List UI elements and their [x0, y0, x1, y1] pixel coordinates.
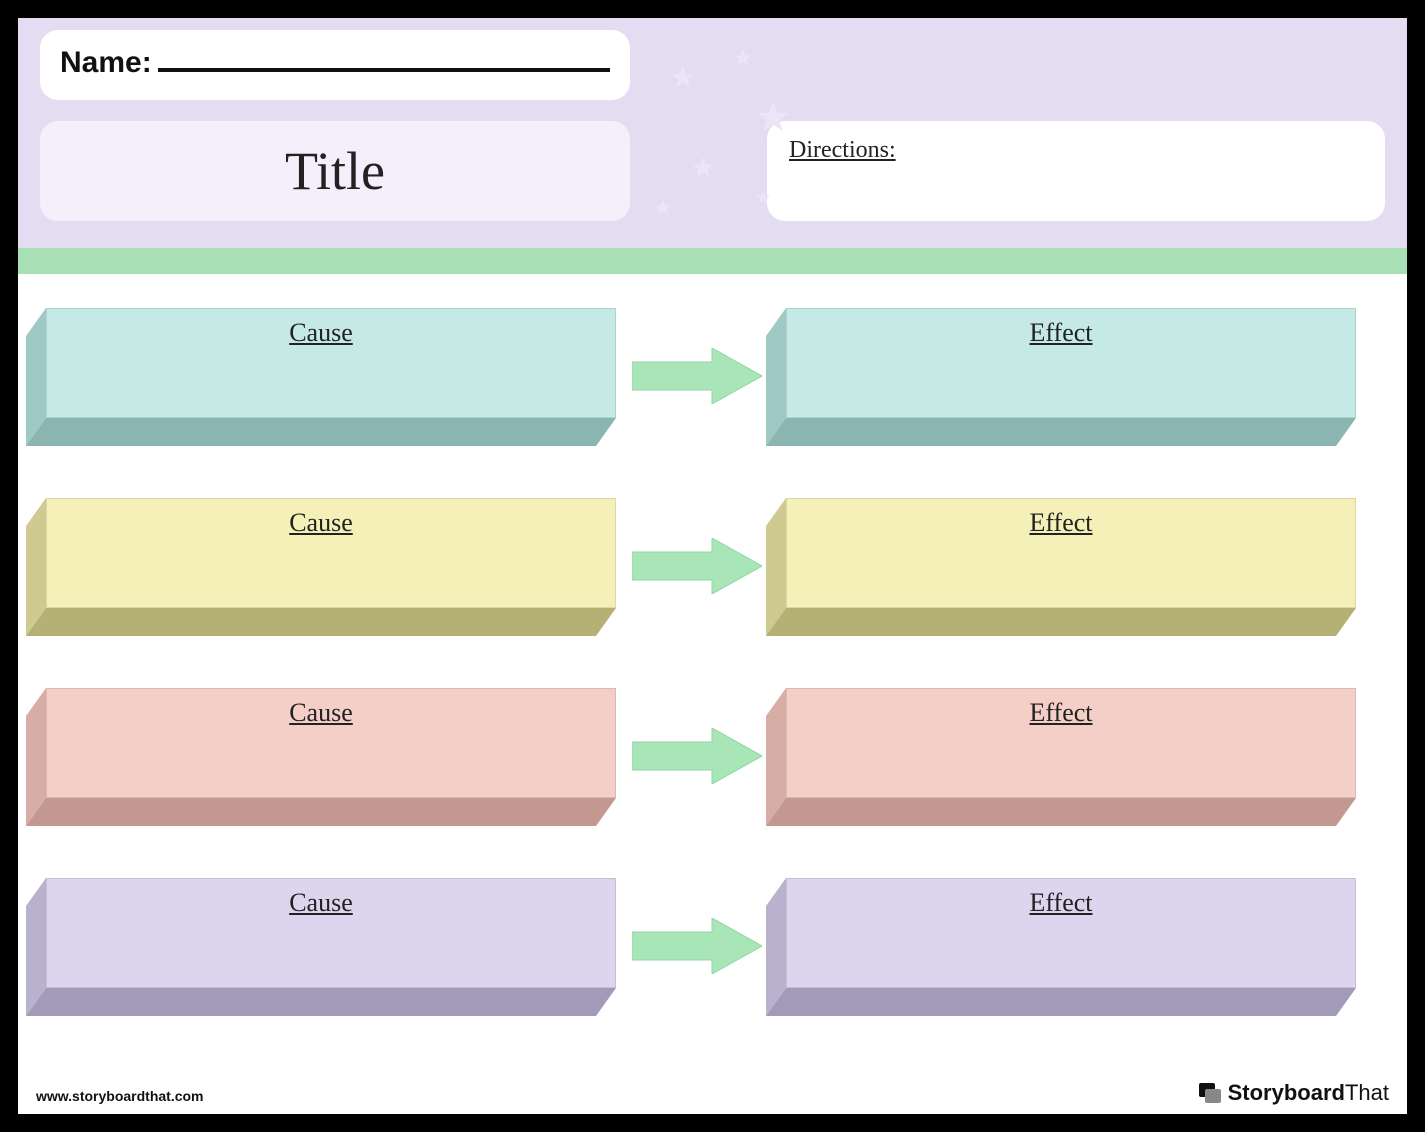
- directions-box[interactable]: Directions:: [767, 121, 1385, 221]
- brand-light: That: [1345, 1080, 1389, 1105]
- arrow-icon: [632, 918, 762, 974]
- worksheet-page: Name: Title Directions: Cause Effect Caus…: [18, 18, 1407, 1114]
- footer-brand: StoryboardThat: [1198, 1080, 1389, 1106]
- arrow-icon: [632, 348, 762, 404]
- cause-label: Cause: [26, 318, 616, 348]
- cause-label: Cause: [26, 698, 616, 728]
- rows-area: Cause Effect Cause Effect Cause Effect Caus…: [26, 308, 1399, 1064]
- header: Name: Title Directions:: [18, 18, 1407, 248]
- directions-label: Directions:: [789, 137, 896, 163]
- cause-block[interactable]: Cause: [26, 688, 616, 828]
- cause-effect-row: Cause Effect: [26, 688, 1399, 828]
- name-field-box[interactable]: Name:: [40, 30, 630, 100]
- name-input-line[interactable]: [158, 68, 610, 72]
- effect-block[interactable]: Effect: [766, 878, 1356, 1018]
- effect-block[interactable]: Effect: [766, 498, 1356, 638]
- divider-band: [18, 248, 1407, 274]
- effect-label: Effect: [766, 888, 1356, 918]
- cause-effect-row: Cause Effect: [26, 878, 1399, 1018]
- effect-label: Effect: [766, 508, 1356, 538]
- cause-label: Cause: [26, 508, 616, 538]
- footer-url: www.storyboardthat.com: [36, 1088, 204, 1104]
- title-box[interactable]: Title: [40, 121, 630, 221]
- cause-label: Cause: [26, 888, 616, 918]
- effect-block[interactable]: Effect: [766, 688, 1356, 828]
- arrow-icon: [632, 728, 762, 784]
- cause-block[interactable]: Cause: [26, 878, 616, 1018]
- effect-block[interactable]: Effect: [766, 308, 1356, 448]
- effect-label: Effect: [766, 698, 1356, 728]
- title-text: Title: [285, 140, 385, 202]
- brand-bold: Storyboard: [1228, 1080, 1345, 1105]
- cause-block[interactable]: Cause: [26, 498, 616, 638]
- cause-block[interactable]: Cause: [26, 308, 616, 448]
- name-label: Name:: [60, 46, 152, 80]
- arrow-icon: [632, 538, 762, 594]
- cause-effect-row: Cause Effect: [26, 308, 1399, 448]
- brand-icon: [1198, 1082, 1222, 1104]
- cause-effect-row: Cause Effect: [26, 498, 1399, 638]
- effect-label: Effect: [766, 318, 1356, 348]
